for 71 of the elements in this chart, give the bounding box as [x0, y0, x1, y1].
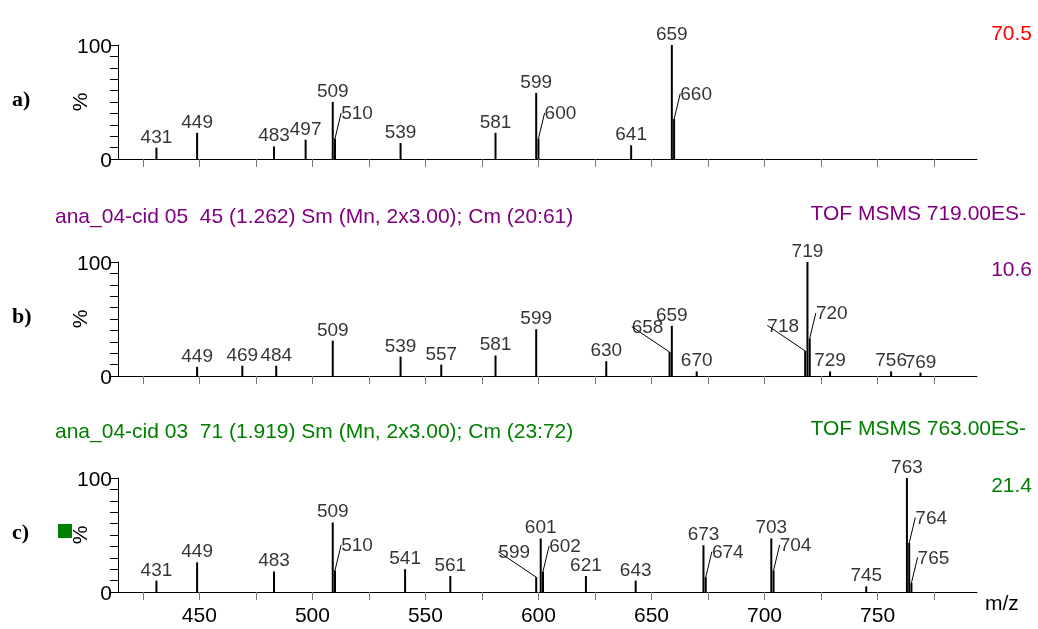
- x-tick-label: 650: [633, 603, 670, 626]
- annotation: 509: [316, 500, 349, 522]
- annotation: 621: [570, 554, 602, 576]
- annotation: 539: [384, 334, 417, 356]
- annotation: 729: [814, 349, 846, 371]
- text: 21.4: [991, 473, 1033, 496]
- text: 70.5: [991, 21, 1032, 44]
- y-axis-title: %: [68, 525, 91, 545]
- text: TOF MSMS 763.00ES-: [810, 416, 1027, 439]
- annotation: 484: [260, 343, 293, 365]
- x-tick-label: 450: [181, 603, 217, 626]
- chart-title: ana_04-cid 03 71 (1.919) Sm (Mn, 2x3.00); Cm (23:72): [55, 419, 574, 443]
- annotation: 449: [181, 344, 213, 366]
- annotation: 764: [915, 506, 948, 528]
- annotation: 602: [549, 535, 581, 557]
- annotation: 630: [590, 339, 623, 361]
- y-tick-label: 100: [76, 466, 112, 490]
- annotation: 497: [289, 117, 322, 139]
- annotation: 718: [767, 314, 800, 336]
- y-tick-label: 0: [100, 364, 112, 388]
- annotation: 510: [341, 102, 373, 124]
- annotation: 660: [680, 83, 712, 105]
- y-tick-label: 100: [76, 33, 112, 57]
- y-tick-label: 100: [76, 250, 112, 274]
- x-tick-label: 750: [860, 603, 896, 626]
- y-tick-label: 0: [100, 580, 112, 604]
- annotation: 509: [316, 80, 349, 101]
- annotation: 720: [815, 302, 848, 324]
- annotation: 756: [875, 349, 907, 371]
- annotation: 765: [917, 546, 950, 568]
- annotation: 431: [140, 125, 173, 147]
- annotation: 719: [791, 240, 824, 261]
- annotation: 581: [479, 333, 512, 355]
- annotation: 600: [544, 102, 577, 124]
- y-axis-title: %: [68, 92, 91, 112]
- annotation: 449: [181, 540, 213, 562]
- x-tick-label: 500: [294, 603, 330, 626]
- annotation: 581: [479, 110, 512, 132]
- y-axis-title: %: [68, 309, 91, 329]
- annotation: 539: [384, 121, 417, 143]
- x-tick-label: 700: [746, 603, 783, 626]
- chart-title: ana_04-cid 05 45 (1.262) Sm (Mn, 2x3.00); Cm (20:61): [55, 204, 574, 228]
- annotation: 509: [316, 318, 349, 340]
- annotation: 599: [520, 307, 553, 329]
- annotation: 670: [680, 349, 713, 371]
- annotation: 483: [258, 549, 290, 571]
- annotation: 643: [619, 558, 652, 580]
- annotation: 557: [425, 342, 458, 364]
- annotation: 641: [615, 123, 647, 145]
- annotation: 745: [850, 564, 883, 586]
- annotation: 763: [891, 456, 923, 477]
- y-tick-label: 0: [100, 147, 112, 171]
- annotation: 561: [434, 554, 467, 576]
- text: 10.6: [991, 257, 1032, 280]
- text: b): [12, 302, 32, 328]
- annotation: 469: [226, 343, 259, 365]
- annotation: 599: [520, 70, 553, 92]
- x-axis-title: m/z: [985, 591, 1019, 614]
- text: a): [12, 85, 31, 111]
- x-tick-label: 550: [407, 603, 443, 626]
- annotation: 659: [655, 23, 688, 44]
- annotation: 541: [389, 547, 421, 569]
- text: TOF MSMS 719.00ES-: [810, 201, 1027, 224]
- annotation: 599: [498, 541, 531, 563]
- annotation: 510: [341, 534, 373, 556]
- annotation: 483: [258, 124, 290, 146]
- annotation: 431: [140, 558, 173, 580]
- annotation: 449: [181, 110, 213, 132]
- x-tick-label: 600: [520, 603, 556, 626]
- text: c): [12, 518, 30, 544]
- annotation: 601: [524, 516, 557, 538]
